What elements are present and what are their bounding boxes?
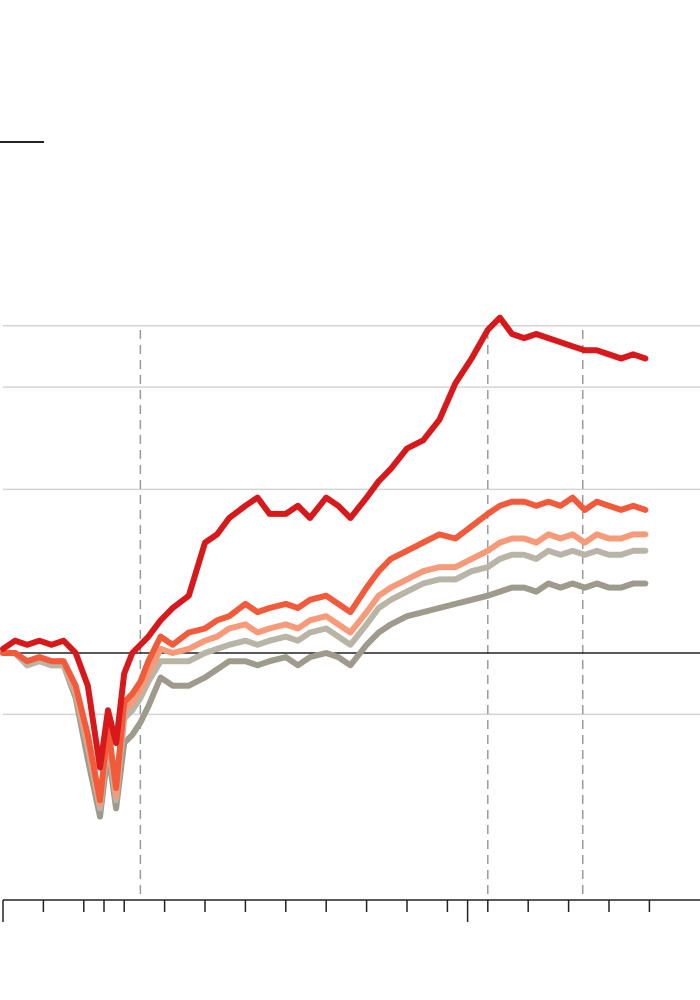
series-line-0 — [0, 314, 649, 771]
series-layer — [0, 314, 649, 820]
event-lines — [139, 330, 584, 900]
gridlines — [3, 325, 700, 716]
series-line-1 — [0, 494, 649, 804]
legend-key-line — [0, 141, 44, 143]
x-axis — [2, 899, 700, 922]
